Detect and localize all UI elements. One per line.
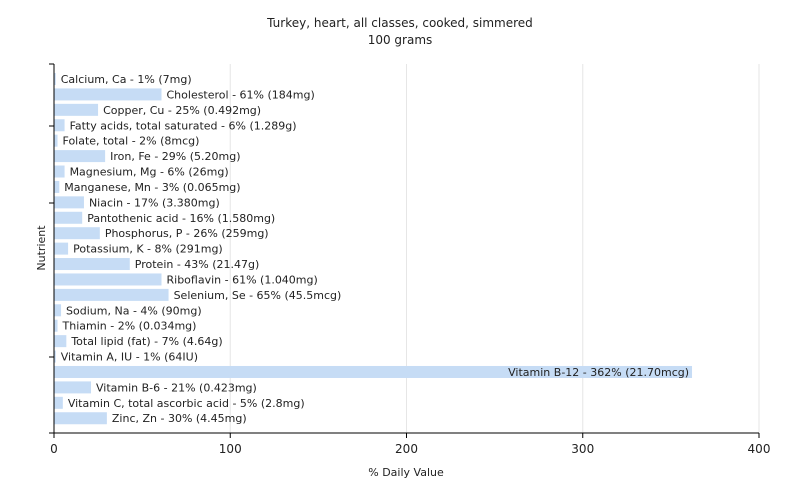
bar xyxy=(54,304,62,317)
bar-label: Protein - 43% (21.47g) xyxy=(135,258,260,271)
bar xyxy=(54,288,169,301)
bar xyxy=(54,88,162,101)
x-tick-label: 400 xyxy=(748,442,771,456)
bar-label: Vitamin A, IU - 1% (64IU) xyxy=(61,351,198,364)
bar-label: Selenium, Se - 65% (45.5mcg) xyxy=(174,289,342,302)
bar xyxy=(54,258,130,271)
bar-label: Potassium, K - 8% (291mg) xyxy=(73,243,223,256)
chart-title: Turkey, heart, all classes, cooked, simm… xyxy=(266,16,533,30)
bar-label: Cholesterol - 61% (184mg) xyxy=(167,88,315,101)
bar xyxy=(54,273,162,286)
bar xyxy=(54,103,99,116)
bar xyxy=(54,134,58,147)
x-tick-label: 0 xyxy=(50,442,58,456)
bar-label: Fatty acids, total saturated - 6% (1.289… xyxy=(70,119,297,132)
bar xyxy=(54,180,60,193)
bar-label: Calcium, Ca - 1% (7mg) xyxy=(61,73,192,86)
bars: Calcium, Ca - 1% (7mg) Cholesterol - 61% … xyxy=(54,73,693,425)
bar xyxy=(54,242,69,255)
y-axis-label: Nutrient xyxy=(35,225,48,271)
bar-label: Phosphorus, P - 26% (259mg) xyxy=(105,227,269,240)
bar xyxy=(54,381,92,394)
bar-label: Zinc, Zn - 30% (4.45mg) xyxy=(112,412,247,425)
bar xyxy=(54,227,100,240)
bar-label: Riboflavin - 61% (1.040mg) xyxy=(167,273,318,286)
bar xyxy=(54,350,56,363)
bar-label: Copper, Cu - 25% (0.492mg) xyxy=(103,104,261,117)
bar-label: Niacin - 17% (3.380mg) xyxy=(89,196,220,209)
x-tick-label: 100 xyxy=(219,442,242,456)
bar-label: Pantothenic acid - 16% (1.580mg) xyxy=(87,212,275,225)
bar xyxy=(54,165,65,178)
bar-label: Manganese, Mn - 3% (0.065mg) xyxy=(64,181,240,194)
x-axis-label: % Daily Value xyxy=(368,466,444,479)
bar xyxy=(54,211,83,224)
bar-label: Total lipid (fat) - 7% (4.64g) xyxy=(70,335,222,348)
bar xyxy=(54,319,58,332)
bar xyxy=(54,119,65,132)
x-tick-label: 300 xyxy=(571,442,594,456)
bar xyxy=(54,412,107,425)
chart-subtitle: 100 grams xyxy=(368,33,433,47)
bar xyxy=(54,396,63,409)
bar-label: Folate, total - 2% (8mcg) xyxy=(63,135,200,148)
bar-label: Vitamin C, total ascorbic acid - 5% (2.8… xyxy=(68,397,305,410)
bar-label: Vitamin B-6 - 21% (0.423mg) xyxy=(96,381,257,394)
bar-label: Sodium, Na - 4% (90mg) xyxy=(66,304,202,317)
bar-label: Vitamin B-12 - 362% (21.70mcg) xyxy=(508,366,689,379)
bar xyxy=(54,196,84,209)
bar-label: Thiamin - 2% (0.034mg) xyxy=(62,320,197,333)
bar-label: Magnesium, Mg - 6% (26mg) xyxy=(70,166,229,179)
bar xyxy=(54,73,56,85)
x-tick-label: 200 xyxy=(395,442,418,456)
bar xyxy=(54,335,67,348)
bar-label: Iron, Fe - 29% (5.20mg) xyxy=(110,150,240,163)
bar xyxy=(54,365,693,378)
bar xyxy=(54,150,106,163)
axes: 0 100 200 300 400 xyxy=(49,63,771,456)
